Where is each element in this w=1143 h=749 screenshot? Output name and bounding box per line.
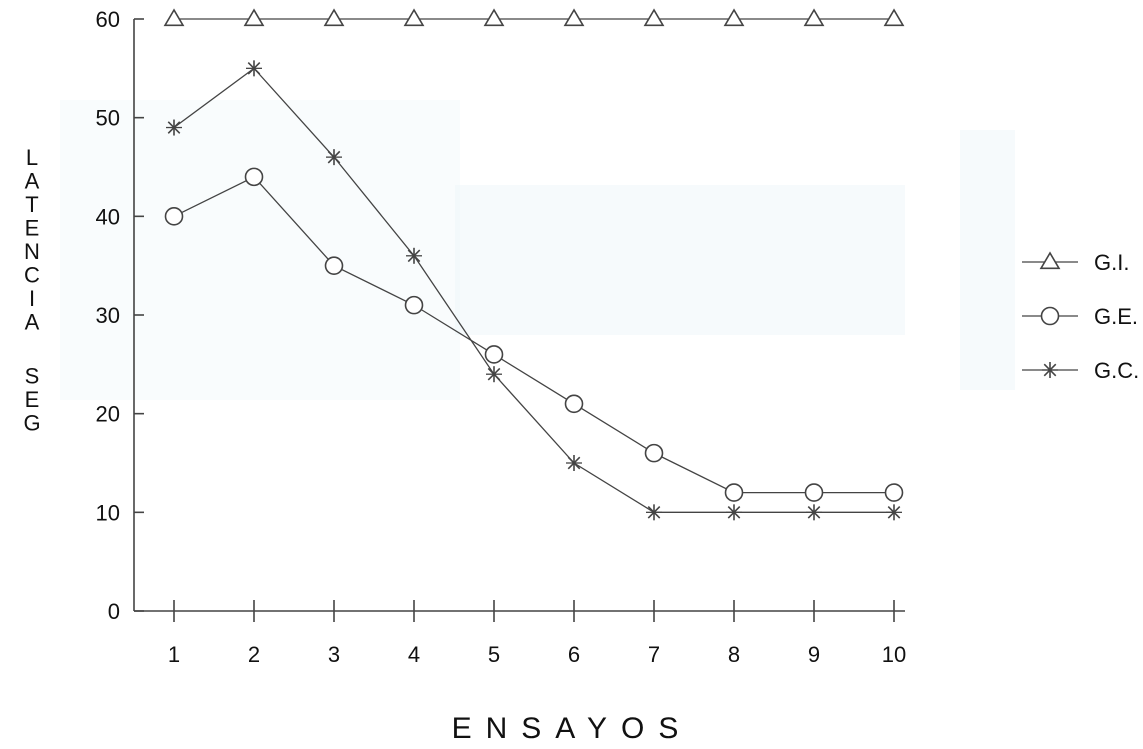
data-point-asterisk <box>886 504 902 521</box>
data-point-triangle <box>403 8 425 27</box>
legend-item: G.C. <box>1022 358 1139 383</box>
data-point-circle <box>644 443 664 463</box>
series-gi <box>163 8 905 27</box>
background-patch <box>60 100 460 400</box>
y-tick-label: 20 <box>96 402 120 427</box>
data-point-triangle <box>483 8 505 27</box>
series-layer <box>163 8 905 521</box>
series-line <box>173 176 894 494</box>
data-point-circle <box>164 207 184 226</box>
legend-marker-asterisk <box>1042 362 1058 378</box>
background-patch <box>960 130 1015 390</box>
data-point-triangle <box>563 8 585 27</box>
data-point-circle <box>244 167 264 187</box>
legend-marker-triangle <box>1039 251 1061 270</box>
data-point-asterisk <box>806 504 822 521</box>
x-axis-title: ENSAYOS <box>452 712 693 744</box>
data-point-asterisk <box>566 455 582 471</box>
x-tick-label: 2 <box>248 642 260 667</box>
data-point-circle <box>804 483 824 502</box>
y-tick-label: 10 <box>96 500 120 525</box>
x-tick-label: 4 <box>408 642 420 667</box>
data-point-triangle <box>883 8 905 27</box>
data-point-circle <box>324 256 344 275</box>
y-tick-label: 0 <box>108 599 120 624</box>
data-point-asterisk <box>486 366 502 383</box>
axis-labels: ENSAYOS L A T E N C I A S E G <box>23 145 693 745</box>
series-gc <box>166 60 902 521</box>
y-tick-label: 30 <box>96 303 120 328</box>
x-tick-label: 9 <box>808 642 820 667</box>
legend-item: G.I. <box>1022 250 1129 275</box>
data-point-circle <box>484 345 504 364</box>
x-tick-label: 1 <box>168 642 180 667</box>
data-point-circle <box>724 483 744 502</box>
data-point-triangle <box>723 8 745 27</box>
legend-item: G.E. <box>1022 304 1138 329</box>
series-line <box>173 67 894 513</box>
x-tick-label: 8 <box>728 642 740 667</box>
y-tick-label: 50 <box>96 106 120 131</box>
data-point-asterisk <box>326 149 342 166</box>
data-point-asterisk <box>726 504 742 521</box>
data-point-triangle <box>163 8 185 27</box>
data-point-asterisk <box>166 119 182 136</box>
data-point-asterisk <box>646 504 662 521</box>
data-point-circle <box>884 483 904 502</box>
y-tick-label: 40 <box>96 204 120 229</box>
data-point-triangle <box>803 8 825 27</box>
x-tick-label: 6 <box>568 642 580 667</box>
data-point-triangle <box>643 8 665 27</box>
legend-marker-circle <box>1040 306 1060 326</box>
legend-label: G.E. <box>1094 304 1138 329</box>
series-ge <box>164 167 904 502</box>
legend: G.I. G.E. G.C. <box>1022 250 1139 383</box>
data-point-triangle <box>323 8 345 27</box>
data-point-asterisk <box>246 60 262 77</box>
data-point-circle <box>404 295 424 315</box>
x-tick-label: 5 <box>488 642 500 667</box>
data-point-triangle <box>243 8 265 27</box>
data-point-circle <box>564 394 584 414</box>
x-tick-label: 7 <box>648 642 660 667</box>
legend-label: G.I. <box>1094 250 1129 275</box>
x-tick-label: 10 <box>882 642 906 667</box>
x-tick-label: 3 <box>328 642 340 667</box>
legend-label: G.C. <box>1094 358 1139 383</box>
data-point-asterisk <box>406 247 422 264</box>
axes: 0 10 20 30 40 50 60 1 2 3 4 5 6 7 8 9 10 <box>96 7 907 667</box>
background-patch <box>455 185 905 335</box>
y-tick-label: 60 <box>96 7 120 32</box>
